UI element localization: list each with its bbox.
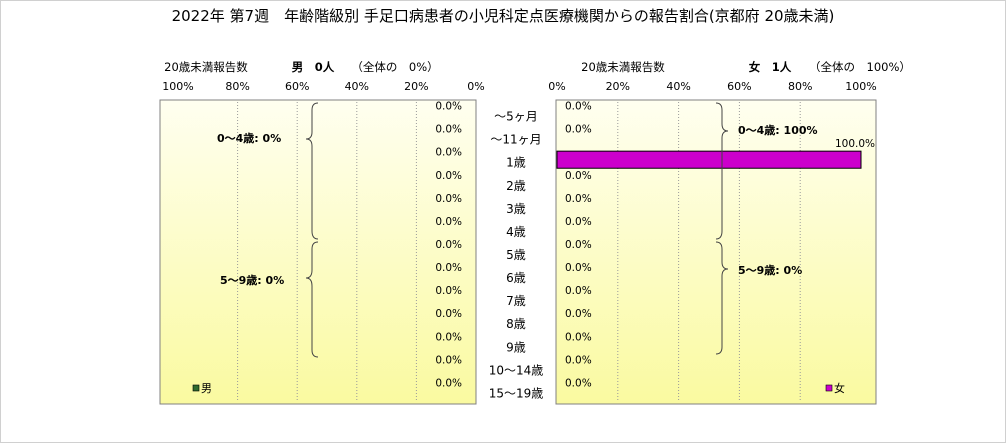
value-label-male: 0.0% bbox=[435, 354, 462, 366]
right-tick-label: 20% bbox=[606, 80, 630, 93]
right-brace-0-4 bbox=[715, 102, 729, 240]
left-tick-label: 20% bbox=[404, 80, 428, 93]
legend-swatch-male bbox=[192, 384, 200, 392]
left-tick-label: 60% bbox=[285, 80, 309, 93]
legend-label-female: 女 bbox=[834, 381, 845, 395]
value-label-male: 0.0% bbox=[435, 147, 462, 159]
right-group-label-0-4: 0～4歳: 100% bbox=[738, 123, 818, 137]
right-group-label-5-9: 5～9歳: 0% bbox=[738, 263, 802, 277]
value-label-female: 0.0% bbox=[565, 101, 592, 113]
chart-title: 2022年 第7週 年齢階級別 手足口病患者の小児科定点医療機関からの報告割合(… bbox=[172, 7, 835, 25]
right-header-share: （全体の 100%） bbox=[809, 60, 911, 74]
category-label: 2歳 bbox=[506, 179, 526, 193]
right-brace-5-9 bbox=[715, 241, 729, 355]
left-header-caption: 20歳未満報告数 bbox=[164, 60, 248, 74]
left-group-label-5-9: 5～9歳: 0% bbox=[220, 273, 284, 287]
value-label-male: 0.0% bbox=[435, 262, 462, 274]
value-label-male: 0.0% bbox=[435, 193, 462, 205]
value-label-male: 0.0% bbox=[435, 285, 462, 297]
category-label: 15～19歳 bbox=[489, 386, 544, 400]
left-tick-label: 100% bbox=[162, 80, 193, 93]
category-label: 1歳 bbox=[506, 156, 526, 170]
value-label-female: 0.0% bbox=[565, 308, 592, 320]
category-label: 5歳 bbox=[506, 248, 526, 262]
right-tick-label: 60% bbox=[727, 80, 751, 93]
bar-female bbox=[556, 150, 862, 169]
value-label-female: 0.0% bbox=[565, 354, 592, 366]
left-tick-label: 80% bbox=[225, 80, 249, 93]
right-tick-label: 100% bbox=[845, 80, 876, 93]
value-label-female: 0.0% bbox=[565, 216, 592, 228]
category-label: ～11ヶ月 bbox=[490, 133, 541, 147]
value-label-female: 0.0% bbox=[565, 124, 592, 136]
left-brace-0-4 bbox=[305, 102, 319, 240]
category-label: 3歳 bbox=[506, 202, 526, 216]
category-label: 9歳 bbox=[506, 340, 526, 354]
left-plot-area bbox=[159, 99, 477, 405]
value-label-female: 0.0% bbox=[565, 331, 592, 343]
left-tick-label: 40% bbox=[345, 80, 369, 93]
right-tick-label: 80% bbox=[788, 80, 812, 93]
category-label: 4歳 bbox=[506, 225, 526, 239]
category-label: 8歳 bbox=[506, 317, 526, 331]
left-header-share: （全体の 0%） bbox=[351, 60, 438, 74]
value-label-male: 0.0% bbox=[435, 308, 462, 320]
left-header-count: 男 0人 bbox=[292, 60, 335, 74]
value-label-female: 0.0% bbox=[565, 285, 592, 297]
value-label-female: 0.0% bbox=[565, 377, 592, 389]
left-tick-label: 0% bbox=[467, 80, 484, 93]
value-label-male: 0.0% bbox=[435, 124, 462, 136]
left-group-label-0-4: 0～4歳: 0% bbox=[217, 131, 281, 145]
value-label-male: 0.0% bbox=[435, 101, 462, 113]
category-label: 6歳 bbox=[506, 271, 526, 285]
value-label-male: 0.0% bbox=[435, 170, 462, 182]
right-header-count: 女 1人 bbox=[749, 60, 792, 74]
value-label-male: 0.0% bbox=[435, 216, 462, 228]
legend-swatch-female bbox=[825, 384, 833, 392]
value-label-male: 0.0% bbox=[435, 331, 462, 343]
right-tick-label: 40% bbox=[666, 80, 690, 93]
right-plot-area bbox=[555, 99, 877, 405]
value-label-male: 0.0% bbox=[435, 239, 462, 251]
right-header-caption: 20歳未満報告数 bbox=[581, 60, 665, 74]
value-label-female: 0.0% bbox=[565, 239, 592, 251]
value-label-male: 0.0% bbox=[435, 377, 462, 389]
value-label-female: 0.0% bbox=[565, 193, 592, 205]
category-label: 7歳 bbox=[506, 294, 526, 308]
category-label: 10～14歳 bbox=[489, 363, 544, 377]
value-label-female: 0.0% bbox=[565, 170, 592, 182]
right-tick-label: 0% bbox=[548, 80, 565, 93]
value-label-female: 0.0% bbox=[565, 262, 592, 274]
legend-label-male: 男 bbox=[201, 382, 212, 395]
left-brace-5-9 bbox=[305, 241, 319, 358]
value-label-female: 100.0% bbox=[835, 138, 875, 150]
category-label: ～5ヶ月 bbox=[494, 110, 538, 124]
